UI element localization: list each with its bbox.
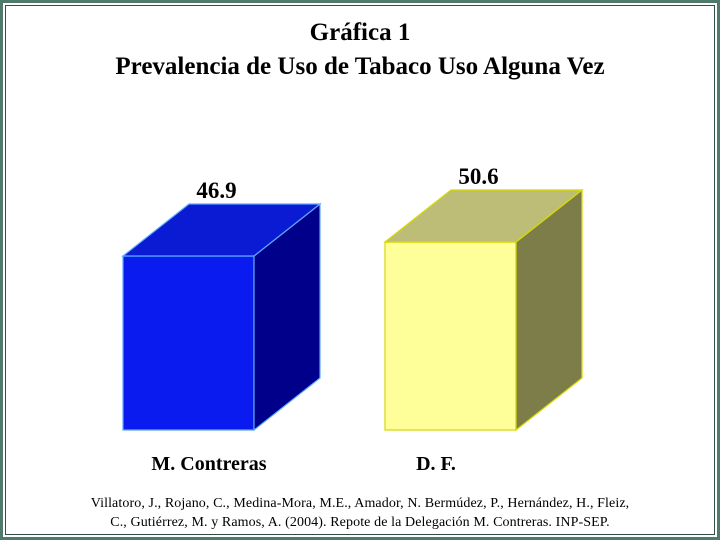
source-line-1: Villatoro, J., Rojano, C., Medina-Mora, …: [90, 496, 630, 511]
bar-front-0: [122, 255, 255, 431]
category-label-df: D. F.: [416, 453, 456, 475]
chart-subtitle: Prevalencia de Uso de Tabaco Uso Alguna …: [115, 53, 605, 80]
source-line-2: C., Gutiérrez, M. y Ramos, A. (2004). Re…: [110, 515, 610, 530]
bar-top-0: [121, 203, 322, 257]
bar-front-1: [384, 241, 517, 431]
bar-value-label-1: 50.6: [458, 164, 498, 189]
category-label-m-contreras: M. Contreras: [151, 453, 267, 475]
bar-top-1: [383, 189, 584, 243]
chart-title: Gráfica 1: [309, 19, 411, 46]
bar-value-label-0: 46.9: [196, 178, 236, 203]
source-citation: Villatoro, J., Rojano, C., Medina-Mora, …: [40, 494, 680, 532]
